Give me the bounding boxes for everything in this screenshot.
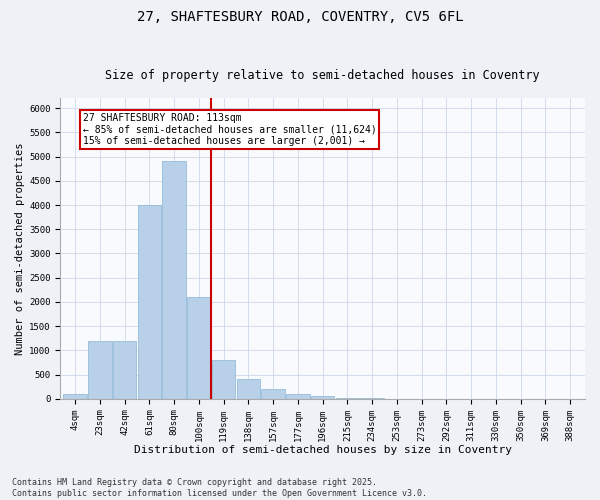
Bar bbox=[311, 396, 334, 399]
Text: 27 SHAFTESBURY ROAD: 113sqm
← 85% of semi-detached houses are smaller (11,624)
1: 27 SHAFTESBURY ROAD: 113sqm ← 85% of sem… bbox=[83, 113, 376, 146]
Bar bbox=[237, 380, 260, 399]
Bar bbox=[113, 340, 136, 399]
Y-axis label: Number of semi-detached properties: Number of semi-detached properties bbox=[15, 142, 25, 355]
Bar bbox=[88, 340, 112, 399]
Bar bbox=[163, 162, 186, 399]
Text: Contains HM Land Registry data © Crown copyright and database right 2025.
Contai: Contains HM Land Registry data © Crown c… bbox=[12, 478, 427, 498]
Title: Size of property relative to semi-detached houses in Coventry: Size of property relative to semi-detach… bbox=[106, 69, 540, 82]
Bar bbox=[212, 360, 235, 399]
Bar bbox=[262, 389, 285, 399]
X-axis label: Distribution of semi-detached houses by size in Coventry: Distribution of semi-detached houses by … bbox=[134, 445, 512, 455]
Bar bbox=[286, 394, 310, 399]
Bar bbox=[335, 398, 359, 399]
Text: 27, SHAFTESBURY ROAD, COVENTRY, CV5 6FL: 27, SHAFTESBURY ROAD, COVENTRY, CV5 6FL bbox=[137, 10, 463, 24]
Bar bbox=[187, 297, 211, 399]
Bar bbox=[64, 394, 87, 399]
Bar bbox=[138, 205, 161, 399]
